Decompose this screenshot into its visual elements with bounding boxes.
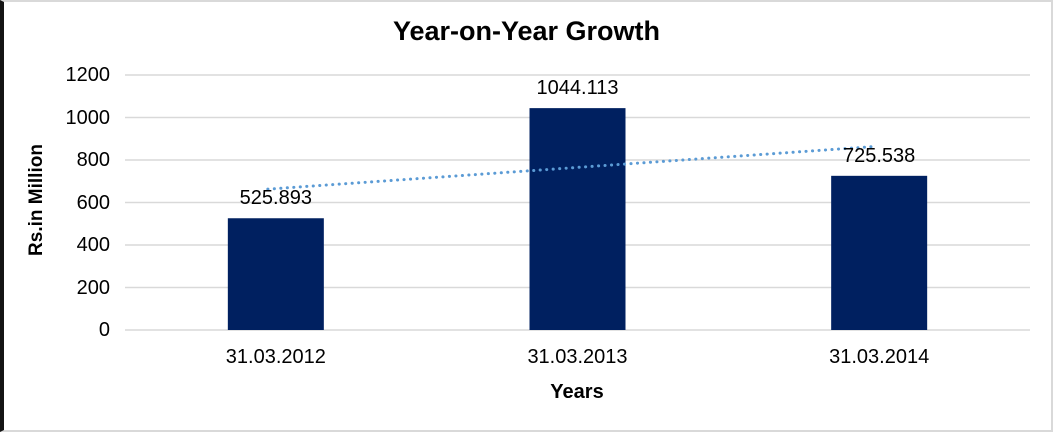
data-label-31.03.2012: 525.893 — [239, 187, 312, 210]
x-axis-title: Years — [550, 381, 604, 403]
y-tick-label-400: 400 — [76, 234, 110, 256]
bar-31.03.2013 — [529, 108, 626, 331]
y-tick-label-200: 200 — [76, 276, 110, 299]
trendline-dotted — [266, 144, 879, 191]
x-category-label-31.03.2012: 31.03.2012 — [225, 346, 326, 368]
y-tick-label-0: 0 — [98, 319, 110, 341]
chart-title: Year-on-Year Growth — [392, 16, 661, 46]
y-tick-label-1200: 1200 — [65, 64, 111, 86]
y-tick-label-1000: 1000 — [65, 106, 111, 129]
data-label-31.03.2013: 1044.113 — [536, 77, 619, 100]
y-tick-label-600: 600 — [76, 191, 110, 214]
x-category-label-31.03.2013: 31.03.2013 — [527, 346, 628, 368]
x-category-label-31.03.2014: 31.03.2014 — [829, 346, 930, 368]
data-label-31.03.2014: 725.538 — [843, 144, 916, 167]
bar-31.03.2012 — [227, 218, 324, 330]
bar-31.03.2014 — [831, 175, 928, 330]
y-tick-label-800: 800 — [76, 149, 110, 171]
